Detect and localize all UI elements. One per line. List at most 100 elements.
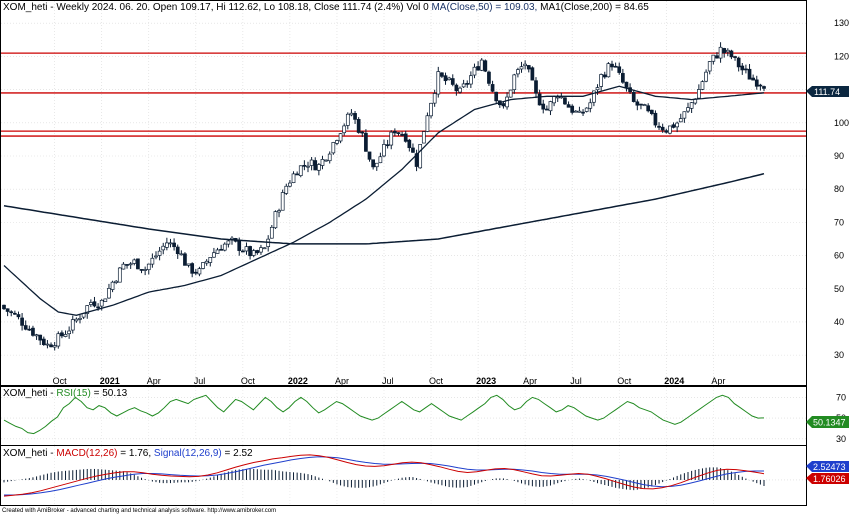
candle-body (465, 83, 470, 85)
x-tick-label: Apr (523, 376, 537, 386)
candle-body (584, 107, 589, 112)
candle-body (23, 325, 28, 330)
candle-body (154, 255, 158, 258)
candle-body (418, 144, 423, 169)
candle-body (530, 67, 535, 81)
candle-body (70, 319, 75, 331)
x-tick-label: Apr (147, 376, 161, 386)
macd-header-value: = 1.76, (120, 448, 151, 459)
candle-body (309, 159, 314, 166)
candle-body (664, 130, 669, 133)
candle-body (472, 66, 477, 76)
candle-body (284, 185, 289, 194)
candle-body (139, 269, 144, 271)
candle-body (588, 102, 593, 109)
candle-body (201, 262, 205, 269)
macd-last-label: 1.76026 (806, 473, 849, 484)
candle-body (378, 156, 383, 164)
rsi-y-tick-label: 30 (836, 434, 846, 444)
candle-body (610, 63, 614, 68)
candle-body (501, 103, 506, 107)
candle-body (288, 182, 292, 187)
signal-header-value: = 2.52 (225, 448, 254, 459)
candle-body (668, 125, 672, 134)
price-y-tick-label: 40 (834, 317, 844, 327)
candle-body (128, 263, 133, 266)
candle-body (762, 86, 766, 89)
candle-body (577, 110, 582, 113)
price-y-tick-label: 60 (834, 251, 844, 261)
x-tick-label: Oct (429, 376, 444, 386)
candle-body (157, 250, 162, 256)
candle-body (697, 89, 701, 99)
candle-body (99, 299, 104, 307)
x-tick-label: 2021 (100, 376, 120, 386)
candle-body (338, 133, 343, 142)
candle-body (13, 312, 17, 315)
candle-body (114, 280, 119, 283)
candle-body (244, 246, 249, 252)
candle-body (136, 258, 140, 270)
candle-body (374, 162, 379, 168)
candle-body (353, 113, 357, 120)
macd-header-name: MACD(12,26) (56, 448, 117, 459)
candle-body (74, 318, 79, 322)
rsi-panel-frame (0, 386, 807, 446)
candle-body (327, 153, 332, 162)
candle-body (45, 343, 50, 346)
candle-body (461, 83, 466, 88)
candle-body (186, 263, 191, 266)
ma50-line (3, 85, 765, 316)
candle-body (16, 314, 21, 318)
candle-body (469, 75, 473, 85)
horizontal-lines (1, 52, 806, 137)
candle-body (382, 144, 386, 157)
candle-body (360, 131, 365, 134)
candle-body (172, 242, 176, 248)
candle-body (639, 103, 643, 106)
candle-body (429, 102, 433, 117)
candle-body (389, 131, 394, 146)
x-tick-label: Jul (382, 376, 394, 386)
candle-body (519, 66, 524, 70)
rsi-last-text: 50.1347 (813, 418, 846, 428)
candle-body (197, 268, 202, 275)
candle-body (103, 298, 108, 302)
candle-body (63, 334, 68, 337)
candle-body (563, 97, 567, 105)
price-y-tick-label: 130 (834, 18, 849, 28)
candle-body (302, 164, 307, 167)
candle-body (125, 264, 129, 266)
candle-body (407, 139, 412, 149)
price-y-tick-label: 90 (834, 151, 844, 161)
candle-body (89, 302, 93, 305)
candle-body (450, 78, 455, 85)
candle-body (277, 210, 281, 213)
candle-body (255, 250, 260, 254)
candle-body (262, 247, 267, 250)
candle-body (291, 173, 296, 183)
candle-body (736, 57, 741, 68)
candle-body (161, 245, 166, 251)
candle-body (653, 112, 658, 126)
candle-body (754, 79, 759, 87)
candle-body (78, 317, 82, 320)
price-header-ma50: MA(Close,50) = 109.03, (431, 2, 537, 13)
candle-body (635, 101, 640, 106)
candle-body (385, 144, 390, 147)
candle-body (335, 140, 339, 144)
candle-body (686, 107, 690, 112)
candle-body (208, 257, 213, 263)
candle-body (555, 96, 560, 99)
candle-body (20, 317, 24, 326)
candle-body (324, 159, 328, 162)
macd-line (3, 454, 765, 497)
candle-body (545, 108, 549, 111)
price-last-text: 111.74 (814, 87, 840, 97)
candle-body (251, 250, 256, 256)
candle-body (317, 164, 321, 171)
candle-body (751, 77, 755, 81)
candle-body (92, 301, 97, 307)
price-y-tick-label: 50 (834, 284, 844, 294)
candle-body (367, 151, 372, 160)
